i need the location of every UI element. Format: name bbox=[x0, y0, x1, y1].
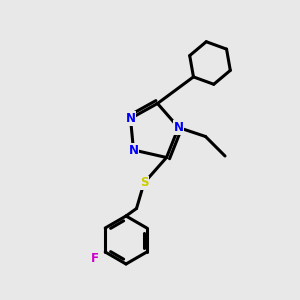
Text: N: N bbox=[125, 112, 136, 125]
Text: S: S bbox=[140, 176, 148, 190]
Text: N: N bbox=[128, 143, 139, 157]
Text: F: F bbox=[91, 251, 99, 265]
Text: N: N bbox=[173, 121, 184, 134]
